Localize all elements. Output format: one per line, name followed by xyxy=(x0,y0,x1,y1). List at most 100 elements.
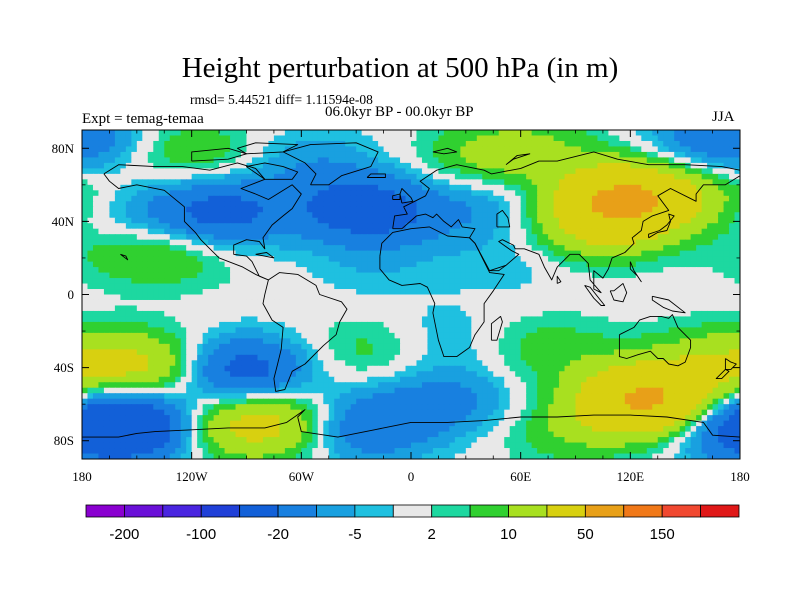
field-cell xyxy=(219,305,226,312)
field-cell xyxy=(268,130,275,137)
field-cell xyxy=(378,310,385,318)
field-cell xyxy=(317,349,324,356)
field-cell xyxy=(284,272,291,279)
field-cell xyxy=(608,157,615,164)
field-cell xyxy=(482,130,489,137)
field-cell xyxy=(323,201,330,208)
field-cell xyxy=(586,184,593,191)
field-cell xyxy=(531,130,538,137)
field-cell xyxy=(449,201,456,208)
field-cell xyxy=(87,239,94,246)
field-cell xyxy=(350,223,357,230)
field-cell xyxy=(339,283,346,290)
field-cell xyxy=(213,316,220,323)
field-cell xyxy=(723,201,730,208)
field-cell xyxy=(169,228,176,235)
field-cell xyxy=(328,327,335,334)
field-cell xyxy=(224,261,231,268)
field-cell xyxy=(608,349,615,356)
field-cell xyxy=(257,228,264,235)
field-cell xyxy=(323,190,330,197)
field-cell xyxy=(98,151,105,159)
field-cell xyxy=(465,212,472,219)
field-cell xyxy=(169,223,176,230)
field-cell xyxy=(400,283,407,290)
field-cell xyxy=(548,245,555,252)
field-cell xyxy=(586,299,593,307)
field-cell xyxy=(301,162,308,169)
field-cell xyxy=(136,321,143,328)
field-cell xyxy=(613,321,620,328)
field-cell xyxy=(268,173,275,180)
field-cell xyxy=(92,305,100,312)
field-cell xyxy=(515,228,522,235)
field-cell xyxy=(652,135,659,142)
field-cell xyxy=(476,338,483,345)
field-cell xyxy=(564,135,571,142)
field-cell xyxy=(465,206,472,213)
field-cell xyxy=(608,201,615,208)
field-cell xyxy=(575,261,582,268)
field-cell xyxy=(389,173,396,180)
field-cell xyxy=(723,343,730,350)
field-cell xyxy=(114,146,121,153)
field-cell xyxy=(641,234,648,241)
field-cell xyxy=(663,212,670,219)
field-cell xyxy=(619,272,626,279)
field-cell xyxy=(515,310,522,318)
field-cell xyxy=(394,294,401,301)
field-cell xyxy=(334,316,341,323)
field-cell xyxy=(219,245,226,252)
field-cell xyxy=(690,234,697,241)
field-cell xyxy=(438,206,445,213)
field-cell xyxy=(235,283,242,290)
field-cell xyxy=(460,316,467,323)
field-cell xyxy=(597,184,604,191)
field-cell xyxy=(125,239,132,246)
field-cell xyxy=(635,267,642,274)
field-cell xyxy=(493,201,500,208)
field-cell xyxy=(471,146,478,153)
field-cell xyxy=(153,256,160,263)
field-cell xyxy=(356,135,363,142)
field-cell xyxy=(537,305,544,312)
field-cell xyxy=(202,146,209,153)
field-cell xyxy=(82,278,89,285)
field-cell xyxy=(301,305,308,312)
field-cell xyxy=(120,179,127,186)
field-cell xyxy=(378,234,385,241)
field-cell xyxy=(279,135,286,142)
field-cell xyxy=(279,146,286,153)
field-cell xyxy=(114,256,121,263)
field-cell xyxy=(350,168,357,175)
field-cell xyxy=(394,168,401,175)
field-cell xyxy=(520,146,527,153)
field-cell xyxy=(597,261,604,268)
field-cell xyxy=(602,173,609,180)
field-cell xyxy=(125,349,132,356)
field-cell xyxy=(339,294,346,301)
field-cell xyxy=(624,283,631,290)
field-cell xyxy=(707,272,714,279)
field-cell xyxy=(180,349,187,356)
field-cell xyxy=(559,294,566,301)
field-cell xyxy=(542,299,549,307)
field-cell xyxy=(317,168,324,175)
field-cell xyxy=(635,201,642,208)
field-cell xyxy=(564,305,571,312)
field-cell xyxy=(630,327,637,334)
field-cell xyxy=(273,179,280,186)
field-cell xyxy=(235,140,242,148)
field-cell xyxy=(696,184,703,191)
field-cell xyxy=(493,157,500,164)
field-cell xyxy=(169,338,176,345)
field-cell xyxy=(641,130,648,137)
field-cell xyxy=(219,173,226,180)
field-cell xyxy=(142,272,149,279)
field-cell xyxy=(103,223,111,230)
field-cell xyxy=(235,162,242,169)
field-cell xyxy=(158,354,165,361)
field-cell xyxy=(142,135,149,142)
field-cell xyxy=(334,223,341,230)
field-cell xyxy=(641,151,648,159)
